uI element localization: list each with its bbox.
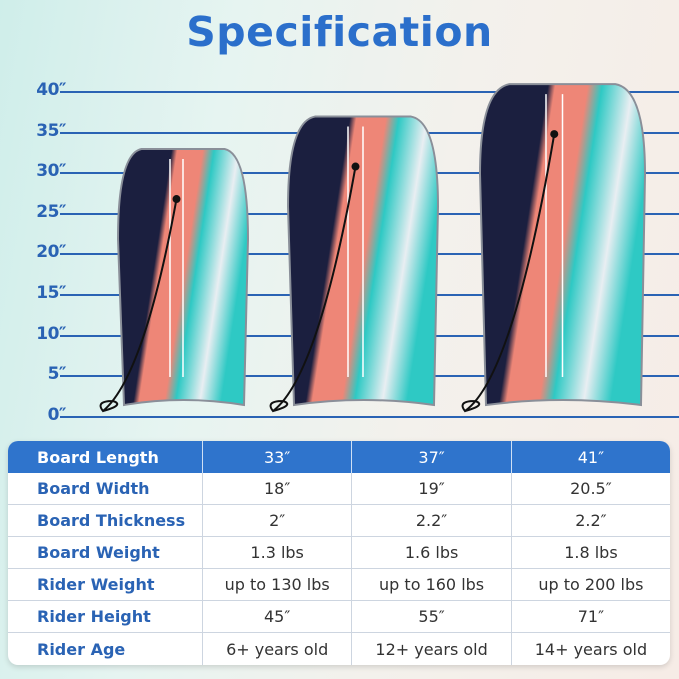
row-label: Rider Weight [8, 569, 203, 601]
scale-tick-label: 15″ [36, 283, 66, 303]
row-label: Board Thickness [8, 505, 203, 537]
cell-value: 45″ [203, 601, 353, 633]
bodyboard-37 [269, 115, 440, 413]
table-header-row: Board Length 33″ 37″ 41″ [8, 441, 670, 473]
cell-value: 55″ [352, 601, 512, 633]
cell-value: 1.3 lbs [203, 537, 353, 569]
row-label: Rider Age [8, 633, 203, 665]
scale-tick-label: 35″ [36, 120, 66, 141]
cell-value: 6+ years old [203, 633, 353, 665]
cell-value: 71″ [511, 601, 670, 633]
leash-icon [269, 166, 357, 413]
scale-tick-label: 20″ [36, 242, 66, 263]
cell-value: 2″ [203, 505, 353, 537]
scale-gridline [60, 91, 679, 93]
scale-tick-label: 10″ [36, 323, 66, 344]
table-row: Rider Height 45″ 55″ 71″ [8, 601, 670, 633]
scale-tick-label: 40″ [36, 80, 66, 100]
scale-tick-label: 30″ [36, 161, 66, 182]
cell-value: 14+ years old [534, 639, 648, 659]
cell-value: 33″ [203, 441, 353, 473]
cell-value: 2.2″ [352, 505, 512, 537]
row-label: Rider Height [8, 601, 203, 633]
cell-value: up to 200 lbs [511, 569, 670, 601]
cell-value: 37″ [352, 441, 512, 473]
table-row: Board Width 18″ 19″ 20.5″ [8, 473, 670, 505]
leash-icon [461, 133, 556, 413]
table-row: Board Thickness 2″ 2.2″ 2.2″ [8, 505, 670, 537]
leash-icon [99, 198, 178, 413]
cell-value: 18″ [203, 473, 353, 505]
scale-tick-label: 5″ [47, 364, 67, 385]
scale-gridline [60, 415, 679, 418]
row-label: Board Weight [8, 537, 203, 569]
cell-value: 20.5″ [511, 473, 670, 505]
table-row: Board Weight 1.3 lbs 1.6 lbs 1.8 lbs [8, 537, 670, 569]
table-row: Rider Age 6+ years old 12+ years old 14+ ye… [8, 633, 670, 665]
scale-tick-label: 25″ [36, 201, 66, 222]
bodyboards-illustration [99, 83, 647, 413]
row-label: Board Width [8, 473, 203, 505]
row-label: Board Length [8, 441, 203, 473]
cell-value: 1.6 lbs [352, 537, 512, 569]
scale-tick-label: 0″ [47, 404, 67, 425]
cell-value: 41″ [511, 441, 670, 473]
table-row: Rider Weight up to 130 lbs up to 160 lbs up… [8, 569, 670, 601]
cell-value: up to 160 lbs [352, 569, 512, 601]
spec-table: Board Length 33″ 37″ 41″ Board Width 18″ 19″ 20… [8, 441, 670, 665]
page-title: Specification [186, 8, 493, 56]
bodyboard-33 [99, 148, 250, 413]
cell-value: up to 130 lbs [203, 569, 353, 601]
bodyboard-41 [461, 83, 647, 413]
cell-value: 2.2″ [511, 505, 670, 537]
cell-value: 19″ [352, 473, 512, 505]
cell-value: 1.8 lbs [511, 537, 670, 569]
cell-value: 12+ years old [352, 633, 512, 665]
